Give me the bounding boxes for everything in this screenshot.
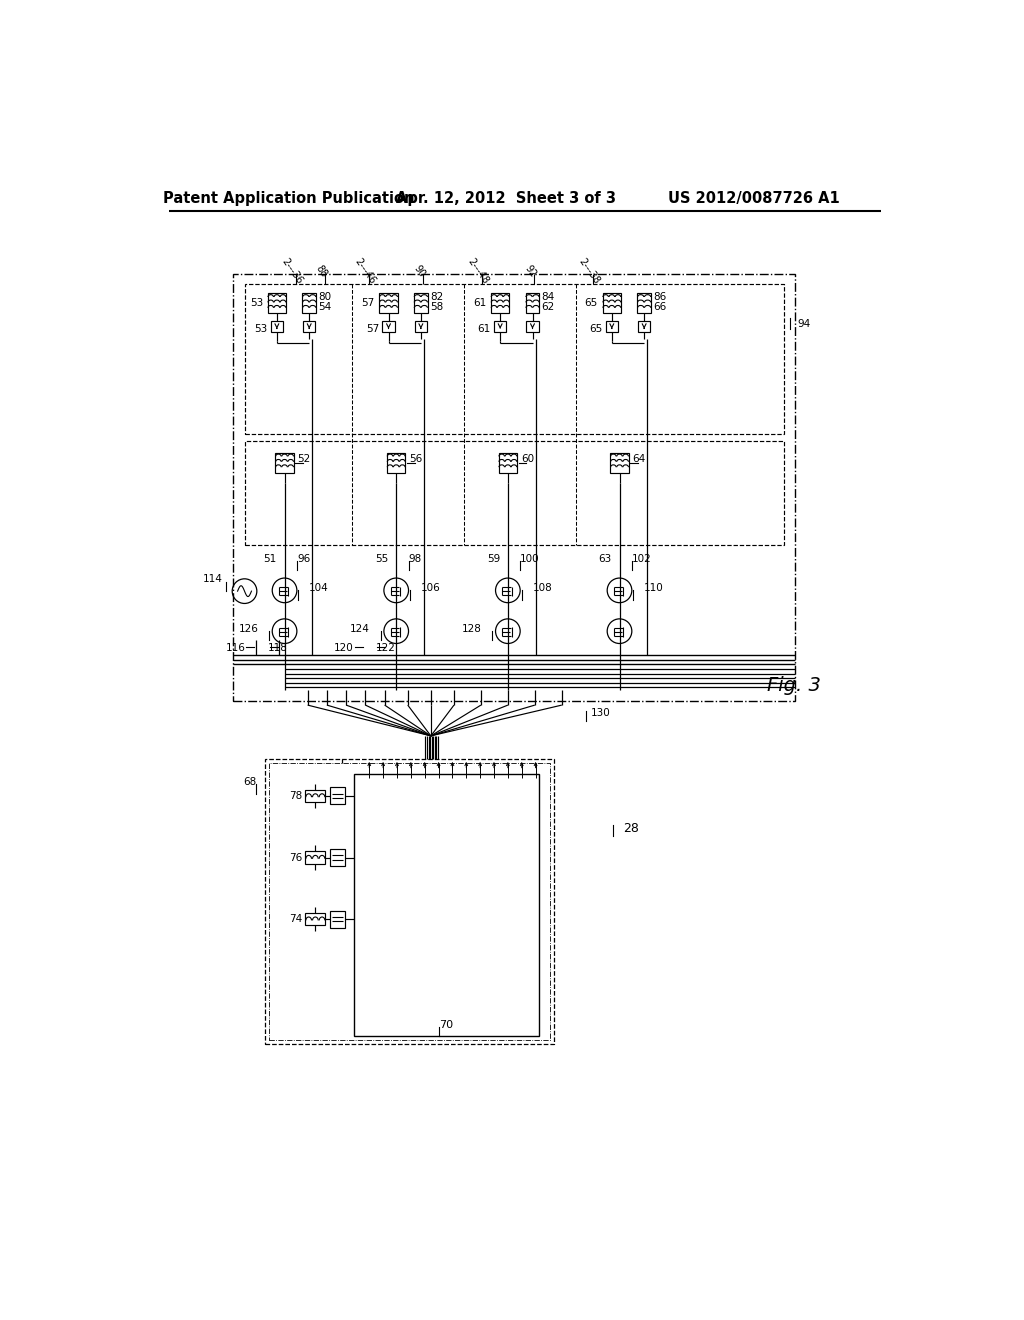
Text: 116: 116 bbox=[226, 643, 246, 653]
Text: 53: 53 bbox=[250, 298, 263, 308]
Text: 55: 55 bbox=[375, 554, 388, 564]
Bar bbox=[245, 441, 783, 545]
Bar bbox=[494, 321, 506, 331]
Text: 62: 62 bbox=[542, 302, 555, 312]
Text: 92: 92 bbox=[522, 264, 538, 280]
Text: 128: 128 bbox=[462, 624, 481, 634]
Text: Patent Application Publication: Patent Application Publication bbox=[163, 191, 414, 206]
Text: 2---46: 2---46 bbox=[353, 257, 378, 286]
Bar bbox=[305, 851, 326, 863]
Text: 78: 78 bbox=[289, 791, 302, 801]
Bar bbox=[526, 321, 539, 331]
Text: 64: 64 bbox=[633, 454, 646, 463]
Bar bbox=[269, 763, 550, 1040]
Text: 60: 60 bbox=[521, 454, 535, 463]
Text: 61: 61 bbox=[477, 323, 490, 334]
Bar bbox=[638, 321, 650, 331]
Text: 56: 56 bbox=[410, 454, 423, 463]
Bar bbox=[499, 453, 517, 473]
Bar bbox=[525, 293, 540, 313]
Text: 118: 118 bbox=[267, 643, 288, 653]
Bar bbox=[490, 293, 509, 313]
Text: 98: 98 bbox=[409, 554, 422, 564]
Bar bbox=[387, 453, 406, 473]
Text: 57: 57 bbox=[366, 323, 379, 334]
Text: 28: 28 bbox=[624, 822, 639, 834]
Bar bbox=[354, 775, 539, 1036]
Text: 108: 108 bbox=[532, 583, 552, 593]
Text: 122: 122 bbox=[376, 643, 395, 653]
Text: 110: 110 bbox=[644, 583, 664, 593]
Text: 96: 96 bbox=[297, 554, 310, 564]
Text: 130: 130 bbox=[591, 708, 610, 718]
Text: 58: 58 bbox=[430, 302, 443, 312]
Bar bbox=[637, 293, 651, 313]
Bar bbox=[610, 453, 629, 473]
Bar bbox=[302, 293, 316, 313]
Text: 94: 94 bbox=[798, 319, 811, 329]
Text: 86: 86 bbox=[653, 292, 667, 302]
Bar bbox=[233, 275, 795, 701]
Bar bbox=[414, 293, 428, 313]
Text: 59: 59 bbox=[486, 554, 500, 564]
Text: 80: 80 bbox=[318, 292, 332, 302]
Text: 52: 52 bbox=[298, 454, 311, 463]
Text: 100: 100 bbox=[520, 554, 540, 564]
Bar bbox=[303, 321, 315, 331]
Text: 74: 74 bbox=[289, 915, 302, 924]
Text: Fig. 3: Fig. 3 bbox=[767, 676, 821, 696]
Text: 120: 120 bbox=[334, 643, 354, 653]
Bar bbox=[330, 911, 345, 928]
Bar bbox=[415, 321, 427, 331]
Text: 63: 63 bbox=[599, 554, 611, 564]
Text: 53: 53 bbox=[254, 323, 267, 334]
Bar bbox=[245, 284, 783, 434]
Text: US 2012/0087726 A1: US 2012/0087726 A1 bbox=[669, 191, 840, 206]
Text: 82: 82 bbox=[430, 292, 443, 302]
Bar bbox=[382, 321, 394, 331]
Bar bbox=[265, 759, 554, 1044]
Bar bbox=[275, 453, 294, 473]
Bar bbox=[379, 293, 397, 313]
Bar bbox=[330, 849, 345, 866]
Text: 102: 102 bbox=[632, 554, 651, 564]
Text: 66: 66 bbox=[653, 302, 667, 312]
Bar bbox=[305, 913, 326, 925]
Text: Apr. 12, 2012  Sheet 3 of 3: Apr. 12, 2012 Sheet 3 of 3 bbox=[395, 191, 615, 206]
Bar bbox=[330, 788, 345, 804]
Bar bbox=[305, 789, 326, 803]
Text: 126: 126 bbox=[239, 624, 258, 634]
Text: 2---38: 2---38 bbox=[577, 257, 601, 286]
Text: 65: 65 bbox=[585, 298, 598, 308]
Text: 106: 106 bbox=[421, 583, 440, 593]
Text: 84: 84 bbox=[542, 292, 555, 302]
Bar bbox=[270, 321, 283, 331]
Text: 70: 70 bbox=[439, 1019, 454, 1030]
Text: 61: 61 bbox=[473, 298, 486, 308]
Bar bbox=[605, 321, 617, 331]
Text: 104: 104 bbox=[309, 583, 329, 593]
Text: 88: 88 bbox=[314, 264, 329, 280]
Text: 68: 68 bbox=[243, 777, 256, 787]
Text: 124: 124 bbox=[350, 624, 370, 634]
Text: 2---48: 2---48 bbox=[466, 257, 490, 286]
Bar bbox=[267, 293, 286, 313]
Text: 57: 57 bbox=[361, 298, 375, 308]
Text: 51: 51 bbox=[263, 554, 276, 564]
Text: 76: 76 bbox=[289, 853, 302, 862]
Text: 2---36: 2---36 bbox=[280, 257, 305, 286]
Bar bbox=[602, 293, 621, 313]
Text: 114: 114 bbox=[203, 574, 223, 583]
Text: 90: 90 bbox=[412, 264, 427, 280]
Text: 65: 65 bbox=[590, 323, 602, 334]
Text: 54: 54 bbox=[318, 302, 332, 312]
